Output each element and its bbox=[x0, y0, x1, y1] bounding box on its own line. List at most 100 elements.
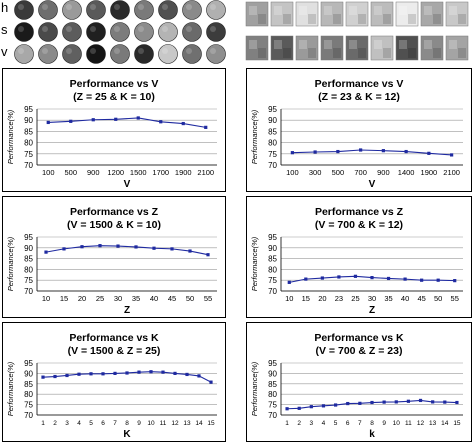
patch-highlight bbox=[66, 48, 72, 54]
x-tick-label: 1200 bbox=[107, 168, 124, 177]
texture-patch-circle bbox=[86, 0, 106, 20]
patch-light-block bbox=[299, 40, 307, 49]
texture-patch-square bbox=[320, 35, 344, 61]
y-tick-label: 75 bbox=[268, 150, 277, 159]
chart-svg: Performance vs K(V = 700 & Z = 23)707580… bbox=[250, 332, 463, 440]
patch-light-block bbox=[274, 40, 282, 49]
data-point bbox=[359, 148, 363, 152]
y-tick-label: 90 bbox=[268, 116, 277, 125]
x-tick-label: 30 bbox=[114, 294, 122, 303]
texture-patch-square bbox=[420, 1, 444, 27]
y-tick-label: 70 bbox=[24, 287, 33, 296]
chart-title: Performance vs V bbox=[70, 78, 159, 90]
y-axis-label: Performance(%) bbox=[6, 109, 15, 164]
y-tick-label: 95 bbox=[24, 233, 33, 242]
x-tick-label: 12 bbox=[171, 420, 179, 427]
x-tick-label: 9 bbox=[382, 420, 386, 427]
x-tick-label: 50 bbox=[186, 294, 194, 303]
x-tick-label: 11 bbox=[160, 420, 167, 427]
texture-patch-circle bbox=[62, 44, 82, 64]
x-tick-label: 13 bbox=[183, 420, 191, 427]
data-point bbox=[404, 149, 408, 154]
chart-svg: Performance vs V(Z = 23 & K = 12) 70 75 80 8… bbox=[250, 78, 463, 190]
x-tick-label: 1500 bbox=[130, 168, 147, 177]
x-tick-label: 10 bbox=[147, 420, 155, 427]
data-point bbox=[209, 380, 213, 384]
x-tick-label: 4 bbox=[322, 420, 326, 427]
x-tick-label: 6 bbox=[101, 420, 105, 427]
x-tick-label: 2100 bbox=[443, 168, 460, 177]
x-tick-label: 1700 bbox=[152, 168, 169, 177]
y-tick-label: 80 bbox=[24, 390, 33, 399]
x-tick-label: 300 bbox=[309, 168, 322, 177]
data-point bbox=[53, 374, 57, 379]
data-point bbox=[427, 151, 431, 155]
data-point bbox=[403, 277, 407, 281]
texture-patch-circle bbox=[158, 0, 178, 20]
data-point bbox=[334, 403, 338, 407]
data-point bbox=[170, 247, 174, 251]
patch-light-block bbox=[249, 6, 257, 15]
texture-patch-square bbox=[445, 35, 469, 61]
data-point bbox=[197, 374, 201, 378]
patch-dark-block bbox=[333, 48, 341, 58]
data-point bbox=[185, 372, 189, 377]
patch-highlight bbox=[90, 48, 96, 54]
patch-highlight bbox=[138, 26, 144, 32]
x-tick-label: 100 bbox=[42, 168, 55, 177]
patch-dark-block bbox=[283, 14, 291, 24]
data-point bbox=[116, 244, 120, 248]
x-tick-label: 8 bbox=[370, 420, 374, 427]
data-point bbox=[159, 120, 163, 124]
y-tick-label: 70 bbox=[24, 161, 33, 170]
chart-title: Performance vs K bbox=[69, 332, 159, 344]
patch-dark-block bbox=[308, 48, 316, 58]
data-point bbox=[453, 279, 457, 283]
patch-light-block bbox=[449, 6, 457, 15]
texture-patch-circle bbox=[14, 44, 34, 64]
patch-light-block bbox=[374, 6, 382, 15]
data-point bbox=[313, 150, 317, 154]
texture-patch-circle bbox=[206, 22, 226, 42]
y-tick-label: 75 bbox=[268, 276, 277, 285]
y-tick-label: 75 bbox=[268, 401, 277, 410]
patch-dark-block bbox=[458, 14, 466, 24]
texture-patch-circle bbox=[14, 22, 34, 42]
x-tick-label: 45 bbox=[168, 294, 176, 303]
texture-patch-circle bbox=[14, 0, 34, 20]
chart-title: Performance vs K bbox=[314, 332, 404, 344]
data-point bbox=[101, 372, 105, 376]
texture-patch-circle bbox=[38, 0, 58, 20]
x-axis-label: Z bbox=[369, 305, 375, 316]
y-tick-label: 95 bbox=[24, 105, 33, 114]
patch-dark-block bbox=[358, 48, 366, 58]
x-tick-label: 25 bbox=[96, 294, 104, 303]
texture-patch-circle bbox=[134, 0, 154, 20]
patch-highlight bbox=[18, 4, 24, 10]
data-point bbox=[336, 149, 340, 154]
patch-highlight bbox=[90, 4, 96, 10]
patch-highlight bbox=[186, 26, 192, 32]
y-tick-label: 85 bbox=[268, 127, 277, 136]
y-tick-label: 95 bbox=[268, 359, 277, 368]
data-point bbox=[455, 400, 459, 405]
data-point bbox=[353, 274, 358, 278]
patch-light-block bbox=[249, 40, 257, 49]
patch-highlight bbox=[138, 4, 144, 10]
x-tick-label: 13 bbox=[429, 420, 437, 427]
texture-patch-circle bbox=[62, 0, 82, 20]
y-axis-label: Performance(%) bbox=[6, 361, 15, 416]
x-tick-label: 7 bbox=[358, 420, 362, 427]
patch-light-block bbox=[449, 40, 457, 49]
patch-light-block bbox=[424, 6, 432, 15]
data-point bbox=[297, 406, 301, 410]
texture-patch-square bbox=[370, 1, 394, 27]
chart-svg: Performance vs Z(V = 700 & K = 12) 70 75 80… bbox=[250, 206, 463, 316]
texture-patch-circle bbox=[62, 22, 82, 42]
chart-perf-vs-v-left: Performance vs V (Z = 25 & K = 10) 70 75 80 8… bbox=[2, 68, 226, 192]
y-tick-label: 70 bbox=[268, 161, 277, 170]
x-tick-label: 10 bbox=[285, 294, 293, 303]
x-tick-label: 7 bbox=[113, 420, 117, 427]
data-point bbox=[443, 400, 447, 404]
chart-title: Performance vs Z bbox=[70, 206, 159, 218]
